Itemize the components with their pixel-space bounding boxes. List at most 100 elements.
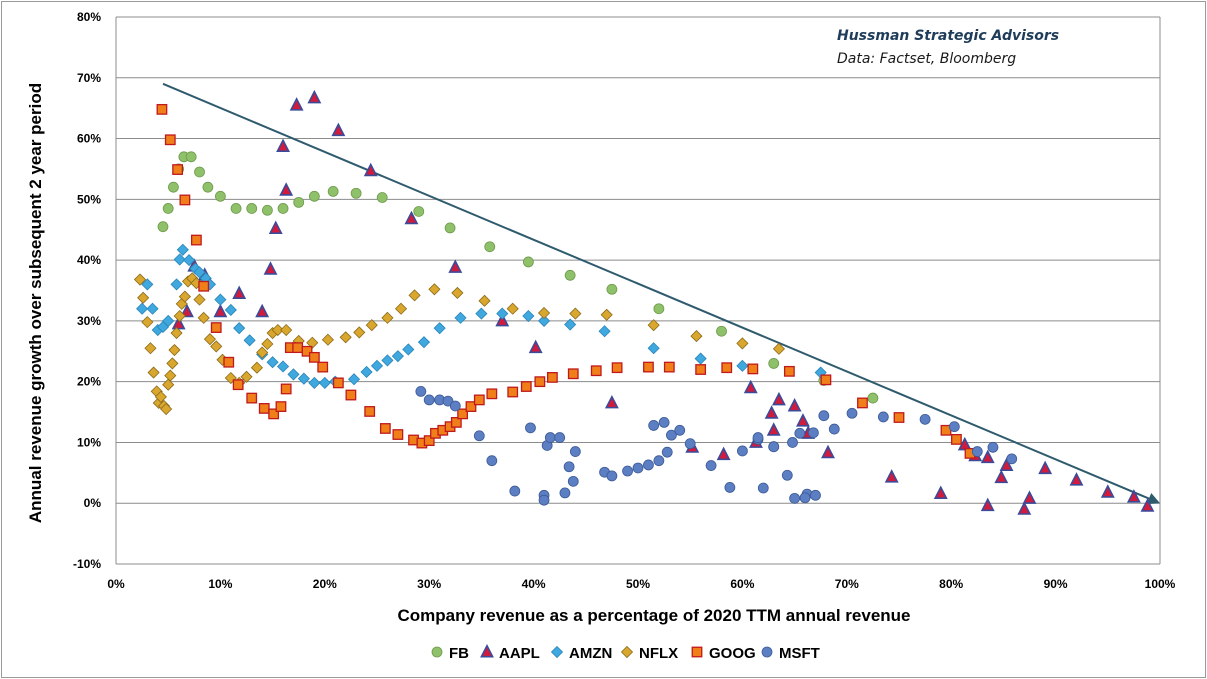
data-point-amzn xyxy=(496,307,509,320)
data-point-aapl xyxy=(787,397,802,412)
data-point-msft xyxy=(684,438,696,450)
data-point-nflx xyxy=(154,390,167,403)
y-tick-label: 0% xyxy=(84,496,102,510)
data-point-fb xyxy=(157,221,169,233)
data-point-msft xyxy=(705,460,717,471)
data-point-amzn xyxy=(170,278,183,291)
data-point-nflx xyxy=(478,294,491,307)
data-point-msft xyxy=(415,385,427,397)
data-point-aapl xyxy=(1022,490,1037,504)
data-point-goog xyxy=(392,429,404,440)
legend-label-goog: GOOG xyxy=(709,645,756,662)
data-point-msft xyxy=(810,489,821,501)
data-point-aapl xyxy=(232,285,247,300)
data-point-goog xyxy=(567,368,579,380)
data-point-nflx xyxy=(428,283,441,296)
data-point-goog xyxy=(345,389,357,401)
data-point-fb xyxy=(564,269,576,281)
data-point-aapl xyxy=(171,315,186,330)
data-point-msft xyxy=(794,427,806,439)
data-point-amzn xyxy=(402,343,415,356)
x-tick-label: 0% xyxy=(107,577,125,591)
data-point-amzn xyxy=(736,359,749,372)
data-point-aapl xyxy=(764,405,779,419)
data-point-fb xyxy=(194,166,205,178)
data-point-aapl xyxy=(268,220,283,234)
data-point-nflx xyxy=(193,293,206,306)
data-point-goog xyxy=(465,401,477,412)
data-point-goog xyxy=(223,356,235,368)
data-point-nflx xyxy=(271,323,284,337)
data-point-fb xyxy=(484,241,496,253)
data-point-amzn xyxy=(537,314,551,327)
data-point-fb xyxy=(768,358,780,369)
data-point-goog xyxy=(301,345,313,357)
data-point-nflx xyxy=(240,370,253,383)
x-axis-title: Company revenue as a percentage of 2020 … xyxy=(397,606,910,625)
data-point-aapl xyxy=(604,394,619,409)
data-point-nflx xyxy=(170,326,183,340)
data-point-goog xyxy=(486,388,498,400)
data-point-msft xyxy=(737,445,748,457)
data-point-msft xyxy=(846,407,858,419)
data-point-goog xyxy=(364,406,376,417)
y-tick-label: 10% xyxy=(77,435,101,449)
y-tick-label: 60% xyxy=(77,132,101,146)
data-point-aapl xyxy=(213,303,228,318)
data-point-nflx xyxy=(451,286,464,299)
data-point-goog xyxy=(457,408,469,420)
data-point-aapl xyxy=(495,312,510,327)
data-point-msft xyxy=(632,462,644,474)
data-point-amzn xyxy=(193,266,206,279)
data-point-msft xyxy=(423,394,435,406)
data-point-goog xyxy=(520,381,532,392)
data-point-fb xyxy=(716,325,727,337)
data-point-aapl xyxy=(743,379,758,394)
data-point-nflx xyxy=(168,343,181,357)
series-fb xyxy=(157,151,879,404)
data-point-msft xyxy=(787,437,798,448)
data-point-nflx xyxy=(736,337,749,350)
data-point-aapl xyxy=(289,97,304,111)
data-point-msft xyxy=(509,485,521,497)
data-point-msft xyxy=(674,424,686,436)
data-point-aapl xyxy=(999,457,1014,472)
data-point-nflx xyxy=(166,357,179,370)
data-point-nflx xyxy=(339,331,352,344)
x-tick-label: 60% xyxy=(730,577,754,591)
data-point-msft xyxy=(828,423,840,435)
series-goog xyxy=(156,103,976,459)
data-point-goog xyxy=(423,435,435,447)
data-point-fb xyxy=(308,190,320,202)
data-point-aapl xyxy=(884,469,899,483)
annotation-source: Data: Factset, Bloomberg xyxy=(837,51,1016,67)
data-point-goog xyxy=(893,412,905,423)
data-point-goog xyxy=(164,134,176,146)
legend-label-nflx: NFLX xyxy=(639,645,678,662)
data-point-amzn xyxy=(162,314,175,327)
data-point-goog xyxy=(611,362,623,374)
data-point-nflx xyxy=(147,366,160,379)
data-point-msft xyxy=(948,421,960,433)
data-point-aapl xyxy=(980,497,995,512)
data-point-nflx xyxy=(537,306,551,320)
legend-label-amzn: AMZN xyxy=(569,645,612,662)
y-axis-title: Annual revenue growth over subsequent 2 … xyxy=(26,83,45,523)
data-point-goog xyxy=(590,365,602,377)
data-point-amzn xyxy=(308,376,321,389)
data-point-msft xyxy=(818,410,830,422)
data-point-nflx xyxy=(133,273,147,286)
data-point-aapl xyxy=(933,485,948,499)
data-point-aapl xyxy=(980,449,995,464)
data-point-aapl xyxy=(1038,460,1053,475)
data-point-amzn xyxy=(183,254,196,267)
data-point-msft xyxy=(569,446,581,457)
data-point-fb xyxy=(261,204,273,216)
x-tick-label: 90% xyxy=(1044,577,1068,591)
data-point-amzn xyxy=(598,325,611,338)
data-point-goog xyxy=(156,103,168,115)
data-point-goog xyxy=(210,322,222,333)
data-point-msft xyxy=(538,494,550,506)
data-point-goog xyxy=(190,234,202,246)
y-tick-label: -10% xyxy=(73,557,101,571)
